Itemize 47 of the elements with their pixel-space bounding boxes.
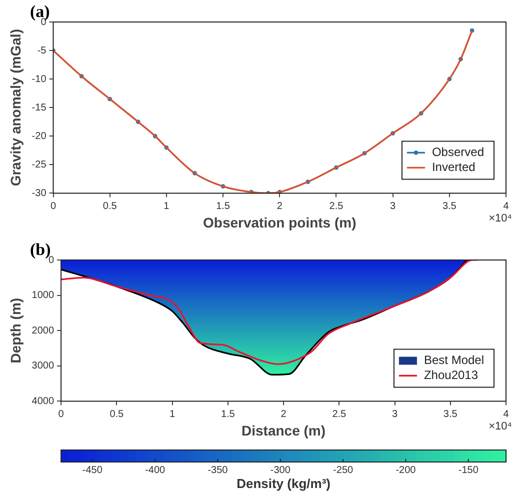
y-tick-label: -10 — [32, 74, 47, 85]
x-tick-label: 0.5 — [102, 200, 118, 212]
y-tick-label: 3000 — [32, 360, 54, 372]
x-tick-label: 1.5 — [216, 200, 230, 212]
legend-label: Inverted — [432, 160, 476, 174]
x-tick-label: 2 — [276, 200, 283, 212]
x-tick-label: 0 — [58, 408, 64, 420]
x-tick-label: 0.5 — [110, 408, 124, 420]
color-bar-label: -150 — [458, 464, 479, 476]
x-tick-label: 4 — [503, 408, 510, 420]
color-bar-label: -400 — [145, 464, 166, 476]
legend-label: Best Model — [424, 353, 484, 368]
y-axis-title: Depth (m) — [7, 298, 24, 364]
chart-title: (b) — [30, 240, 51, 259]
x-tick-label: 3 — [392, 408, 398, 420]
x-tick-label: 2.5 — [332, 408, 347, 420]
y-axis-title: Gravity anomaly (mGal) — [7, 29, 24, 186]
color-bar-title: Density (kg/m³) — [236, 476, 330, 492]
x-tick-label: 1 — [164, 200, 170, 212]
y-tick-label: -15 — [32, 102, 47, 114]
text: ×10⁴ — [488, 212, 512, 225]
color-bar-label: -300 — [270, 464, 291, 476]
y-tick-label: 1000 — [32, 290, 54, 302]
y-tick-label: -30 — [32, 188, 47, 199]
legend-label: Zhou2013 — [424, 368, 478, 382]
x-axis-title: Observation points (m) — [203, 214, 356, 230]
x-tick-label: 3 — [390, 200, 396, 212]
color-bar-label: -450 — [82, 464, 103, 476]
y-tick-label: -20 — [32, 130, 47, 142]
y-tick-label: 0 — [48, 254, 54, 266]
y-tick-label: 4000 — [32, 396, 54, 407]
text: ×10⁴ — [488, 420, 512, 433]
y-tick-label: 2000 — [32, 325, 54, 336]
color-bar-label: -250 — [333, 464, 354, 476]
y-tick-label: -25 — [32, 159, 47, 170]
x-tick-label: 1.5 — [220, 408, 236, 420]
x-tick-label: 2.5 — [329, 200, 344, 212]
x-tick-label: 4 — [503, 200, 510, 212]
y-tick-label: -5 — [37, 45, 47, 56]
x-tick-label: 2 — [280, 408, 287, 420]
x-axis-title: Distance (m) — [242, 422, 326, 438]
x-tick-label: 1 — [170, 408, 176, 420]
color-bar-label: -350 — [208, 464, 228, 476]
color-bar-label: -200 — [396, 464, 416, 476]
x-tick-label: 3.5 — [442, 200, 457, 212]
legend-label: Observed — [432, 145, 484, 160]
x-tick-label: 3.5 — [443, 408, 458, 420]
